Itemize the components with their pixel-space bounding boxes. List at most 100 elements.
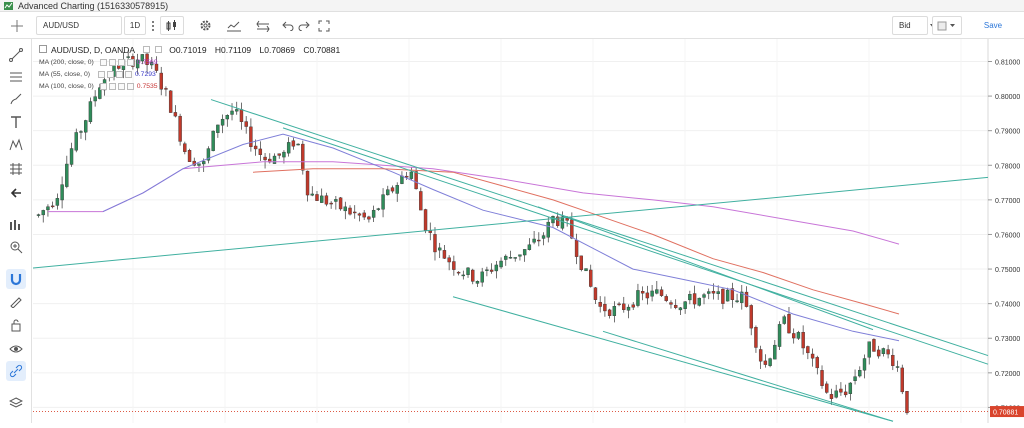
candle-body — [239, 109, 244, 122]
measure-icon[interactable] — [6, 215, 26, 235]
undo-icon[interactable] — [280, 16, 296, 35]
pattern-tool-icon[interactable] — [6, 135, 26, 155]
candle-body — [843, 391, 848, 396]
candle-body — [707, 291, 711, 294]
close-icon[interactable] — [117, 83, 125, 90]
candle-body — [612, 306, 617, 316]
eye-icon[interactable] — [99, 59, 107, 66]
candle-body — [522, 249, 527, 256]
layout-selector[interactable] — [932, 16, 962, 35]
candle-body — [315, 194, 319, 201]
trendline[interactable] — [32, 176, 989, 269]
collapse-legend-icon[interactable] — [39, 45, 47, 53]
trendline[interactable] — [452, 296, 894, 422]
legend-eye-icon[interactable] — [143, 46, 151, 53]
window-title: Advanced Charting (1516330578915) — [18, 1, 169, 11]
fib-tool-icon[interactable] — [6, 159, 26, 179]
last-price-label: 0.70881 — [993, 410, 1018, 417]
y-tick-label: 0.79000 — [995, 129, 1020, 136]
candle-body — [777, 324, 782, 347]
gear-icon[interactable] — [195, 16, 215, 35]
layers-icon[interactable] — [6, 393, 26, 413]
interval-selector[interactable]: 1D — [124, 16, 146, 35]
candle-body — [773, 344, 777, 360]
candle-body — [711, 290, 716, 294]
gear-icon[interactable] — [108, 59, 116, 66]
stay-in-drawing-icon[interactable] — [6, 291, 26, 311]
symbol-search-input[interactable]: AUD/USD — [36, 16, 122, 35]
crosshair-icon[interactable] — [6, 16, 28, 35]
ma55-value: 0.7293 — [135, 71, 156, 78]
gear-icon[interactable] — [108, 83, 116, 90]
window-titlebar: Advanced Charting (1516330578915) — [0, 0, 1024, 12]
candle-body — [674, 304, 678, 308]
candle-body — [740, 291, 744, 303]
candle-body — [263, 156, 267, 161]
candle-body — [277, 153, 281, 156]
redo-icon[interactable] — [296, 16, 312, 35]
candle-body — [867, 341, 871, 358]
candle-body — [504, 255, 508, 260]
eye-icon[interactable] — [6, 339, 26, 359]
trendline[interactable] — [282, 127, 989, 365]
more-icon[interactable] — [125, 71, 132, 78]
price-chart[interactable]: 0.81000 0.80000 0.79000 0.78000 0.77000 0.760… — [32, 39, 1024, 423]
legend-settings-icon[interactable] — [154, 46, 162, 53]
candle-body — [320, 195, 324, 203]
gear-icon[interactable] — [107, 71, 114, 78]
lock-icon[interactable] — [6, 315, 26, 335]
candle-body — [60, 184, 64, 201]
ma100-legend[interactable]: MA (100, close, 0) 0.7535 — [39, 83, 158, 90]
trendline-tool-icon[interactable] — [6, 45, 26, 65]
horizontal-lines-icon[interactable] — [6, 67, 26, 87]
candle-body — [730, 288, 735, 300]
magnet-icon[interactable] — [6, 269, 26, 289]
chart-pane[interactable]: 0.81000 0.80000 0.79000 0.78000 0.77000 0.760… — [32, 39, 1024, 423]
candle-body — [428, 230, 432, 233]
compare-icon[interactable] — [252, 16, 274, 35]
candle-body — [84, 120, 88, 133]
y-tick-label: 0.74000 — [995, 302, 1020, 309]
trendline[interactable] — [537, 206, 874, 331]
trendline[interactable] — [602, 330, 894, 422]
candle-body — [93, 96, 97, 102]
candle-body — [475, 281, 480, 284]
candles — [36, 50, 909, 415]
price-type-selector[interactable]: Bid — [892, 16, 928, 35]
eye-icon[interactable] — [98, 71, 105, 78]
candle-body — [683, 301, 687, 309]
close-icon[interactable] — [117, 59, 125, 66]
candle-body — [768, 358, 772, 366]
more-vertical-icon[interactable] — [146, 16, 160, 35]
ma200-line — [48, 161, 900, 245]
candle-body — [810, 353, 815, 359]
indicators-icon[interactable] — [222, 16, 246, 35]
candle-body — [390, 187, 395, 192]
more-icon[interactable] — [126, 59, 134, 66]
candle-body — [145, 53, 149, 65]
candle-body — [499, 260, 503, 268]
more-icon[interactable] — [126, 83, 134, 90]
candle-body — [603, 303, 607, 312]
brush-icon[interactable] — [6, 89, 26, 109]
candle-style-icon[interactable] — [160, 16, 184, 35]
text-tool-icon[interactable] — [6, 112, 26, 132]
symbol-text: AUD/USD — [43, 21, 80, 30]
close-icon[interactable] — [116, 71, 123, 78]
candle-body — [622, 303, 626, 310]
candle-body — [551, 216, 555, 224]
candle-body — [55, 198, 60, 206]
ma55-legend[interactable]: MA (55, close, 0) 0.7293 — [39, 71, 156, 78]
candle-body — [688, 294, 692, 301]
fullscreen-icon[interactable] — [314, 16, 334, 35]
trendline[interactable] — [210, 99, 989, 357]
ma200-legend[interactable]: MA (200, close, 0) 0.7569 — [39, 59, 158, 66]
save-button[interactable]: Save — [966, 16, 1020, 35]
back-arrow-icon[interactable] — [6, 183, 26, 203]
eye-icon[interactable] — [99, 83, 107, 90]
candle-body — [508, 257, 513, 259]
zoom-in-icon[interactable] — [6, 237, 26, 257]
candle-body — [329, 202, 333, 205]
link-icon[interactable] — [6, 361, 26, 381]
candle-body — [404, 175, 409, 178]
